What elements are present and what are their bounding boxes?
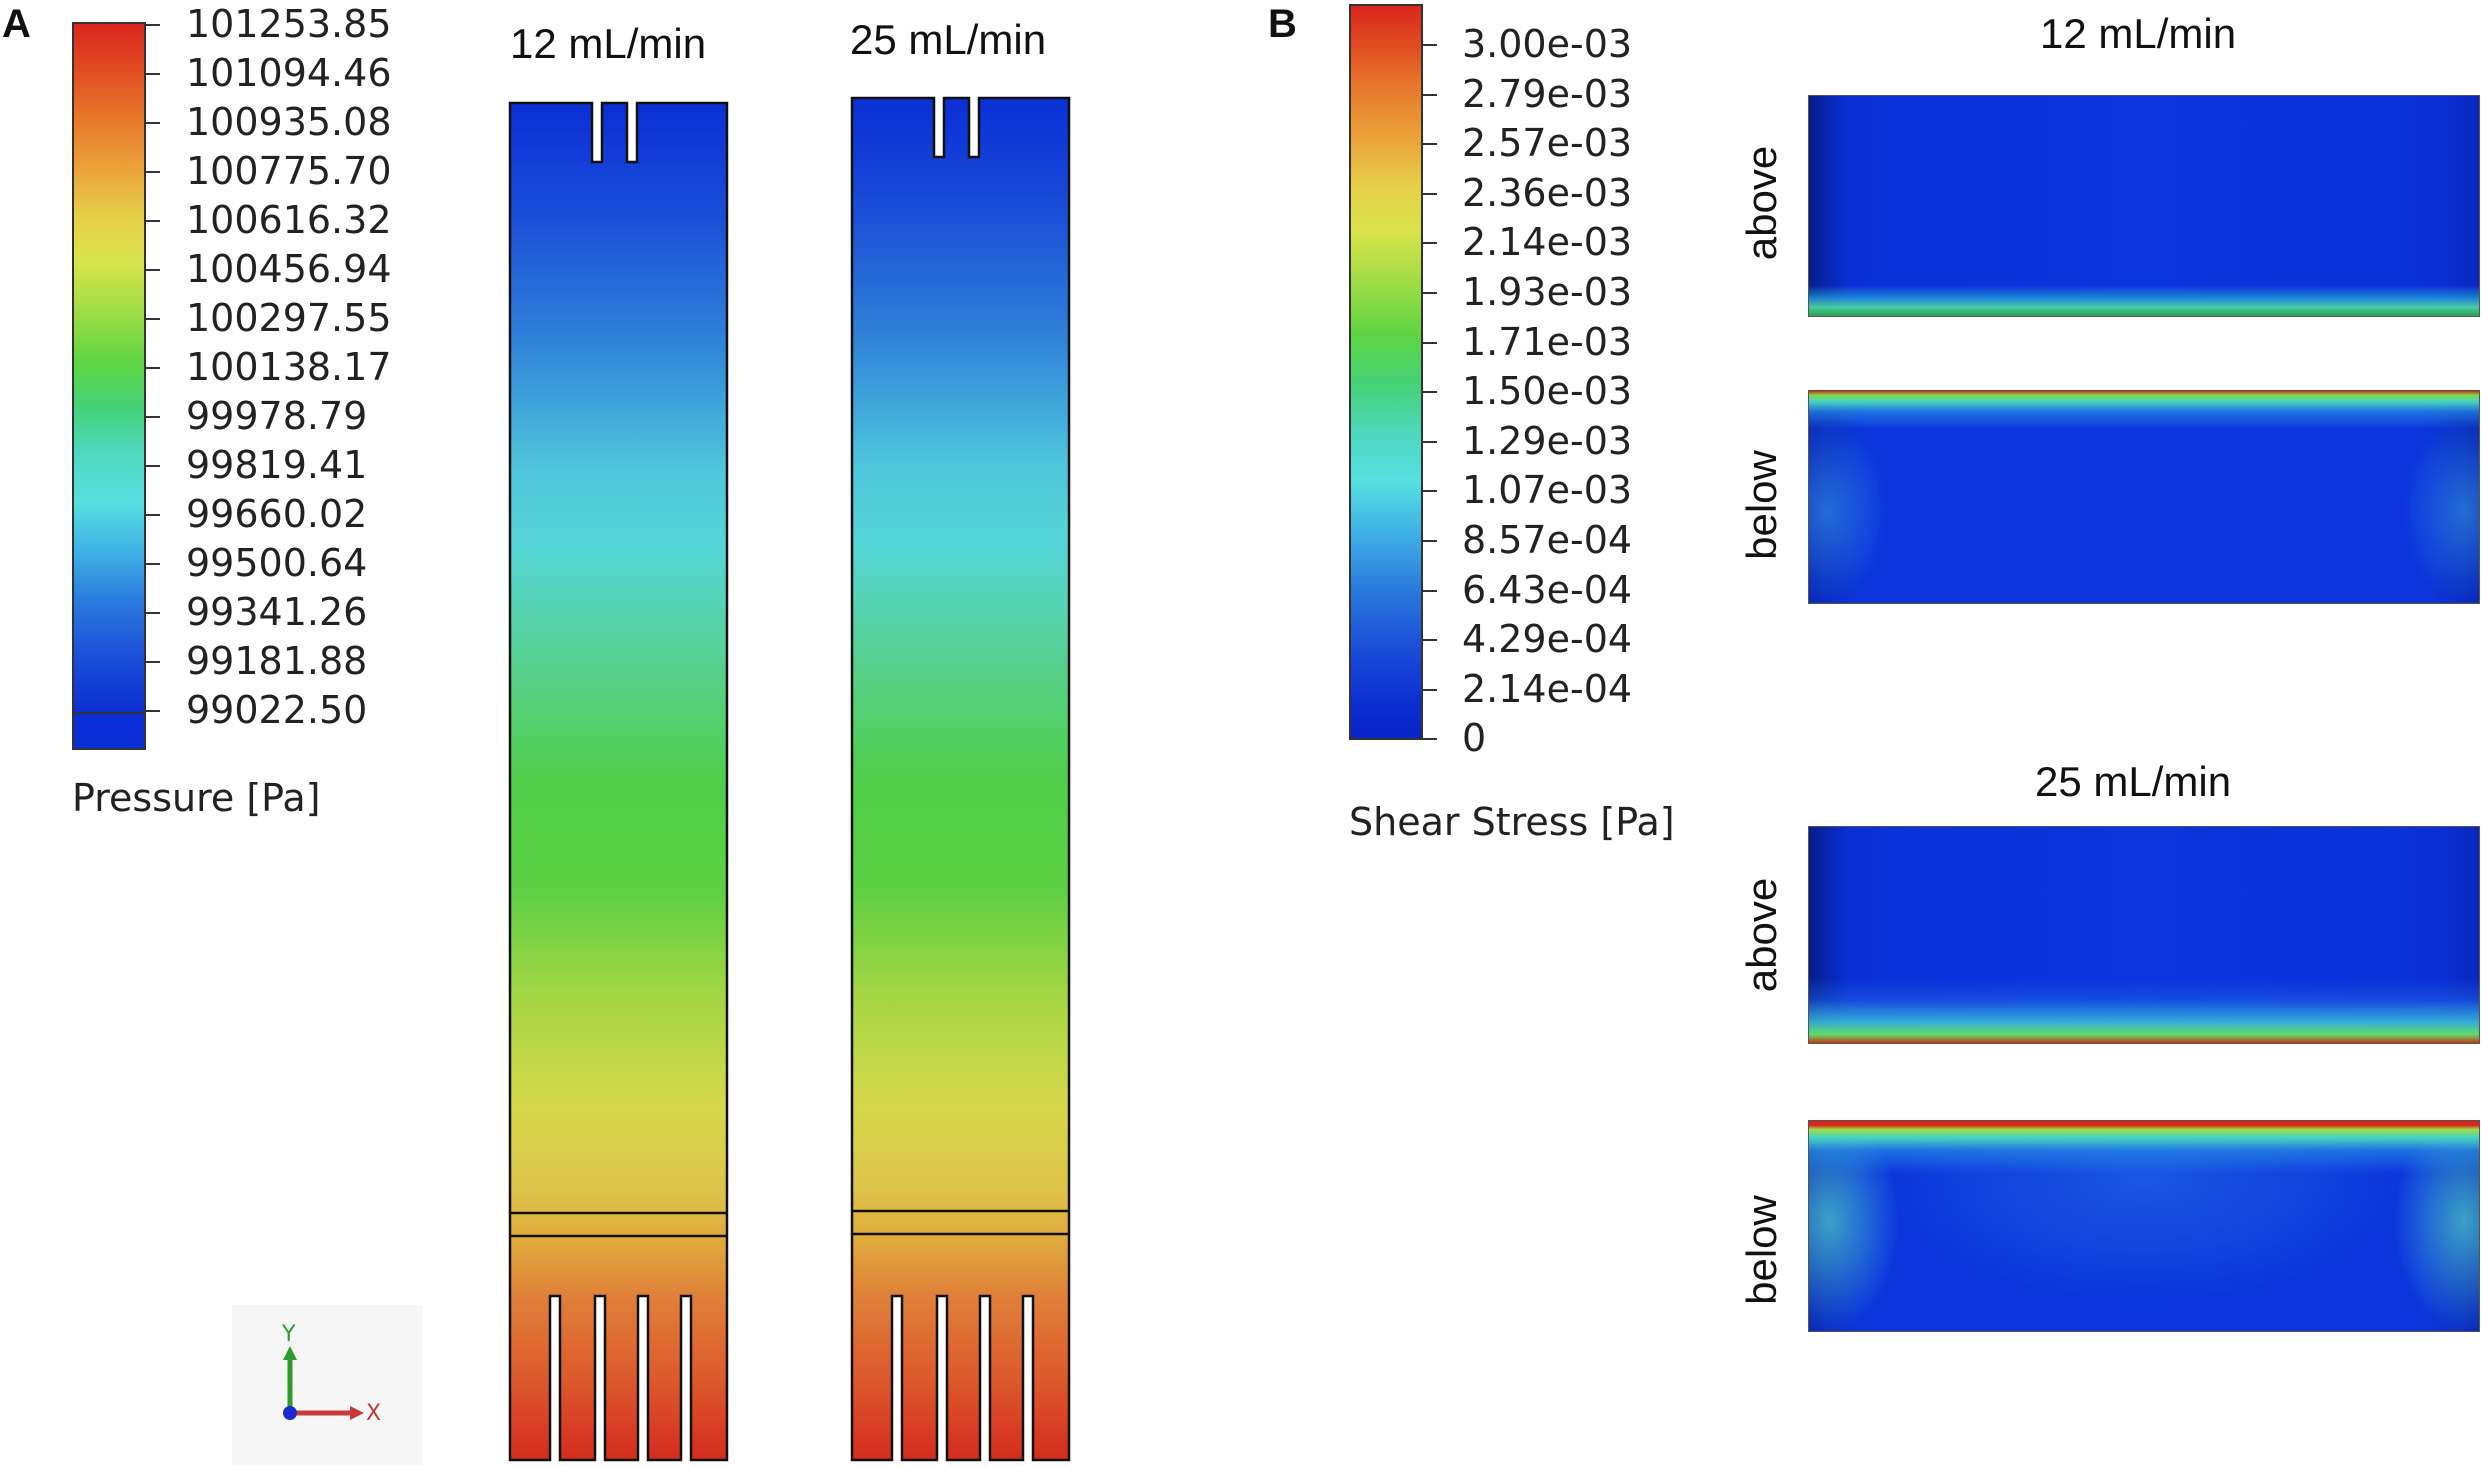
pressure-label: 100138.17	[186, 345, 392, 389]
pressure-label: 101094.46	[186, 51, 392, 95]
pressure-label: 99341.26	[186, 590, 368, 634]
pressure-label: 99022.50	[186, 688, 368, 732]
pressure-tick	[146, 171, 160, 173]
pressure-tick	[146, 612, 160, 614]
pressure-channel-12	[508, 101, 729, 1462]
pressure-tick	[146, 563, 160, 565]
shear-tick	[1423, 490, 1437, 493]
shear-tick	[1423, 540, 1437, 542]
pressure-tick	[146, 24, 160, 26]
shear-tick	[1423, 391, 1437, 394]
shear-label: 1.93e-03	[1462, 270, 1633, 314]
shear-tick	[1423, 688, 1437, 691]
shear-panel-25-below	[1808, 1120, 2480, 1332]
pressure-tick	[146, 416, 160, 418]
shear-colorbar	[1349, 4, 1423, 740]
shear-tick	[1423, 341, 1437, 344]
shear-label: 1.71e-03	[1462, 319, 1633, 364]
axis-x-label: X	[366, 1401, 382, 1426]
shear-tick	[1423, 44, 1437, 46]
pressure-label: 101253.85	[186, 2, 392, 46]
label-above-12: above	[1738, 145, 1785, 261]
shear-panel-12-below	[1808, 390, 2480, 604]
pressure-tick	[146, 318, 160, 320]
shear-label: 2.79e-03	[1462, 71, 1633, 116]
pressure-tick	[146, 710, 160, 712]
pressure-label: 99500.64	[186, 541, 368, 585]
group-title-25: 25 mL/min	[2035, 758, 2232, 805]
pressure-label: 100616.32	[186, 198, 392, 242]
panel-a-letter: A	[2, 2, 31, 46]
shear-label: 1.29e-03	[1462, 418, 1633, 463]
shear-label: 2.14e-03	[1462, 220, 1633, 265]
pressure-label: 99978.79	[186, 394, 368, 438]
shear-label: 1.50e-03	[1462, 369, 1633, 414]
shear-tick	[1423, 143, 1437, 146]
group-title-12: 12 mL/min	[2040, 10, 2237, 57]
shear-legend-title: Shear Stress [Pa]	[1349, 800, 1675, 844]
shear-tick	[1423, 589, 1437, 592]
pressure-label: 100456.94	[186, 247, 392, 291]
pressure-tick	[146, 220, 160, 222]
shear-tick	[1423, 93, 1437, 96]
shear-tick	[1423, 192, 1437, 195]
axis-triad	[232, 1305, 422, 1465]
shear-tick	[1423, 242, 1437, 245]
shear-label: 2.57e-03	[1462, 121, 1633, 166]
shear-panel-12-above	[1808, 95, 2480, 317]
pressure-label: 99660.02	[186, 492, 368, 536]
shear-label: 2.14e-04	[1462, 666, 1633, 711]
column-title-25: 25 mL/min	[850, 16, 1047, 63]
axis-y-label: Y	[282, 1322, 296, 1347]
pressure-label: 100935.08	[186, 100, 392, 144]
shear-label: 4.29e-04	[1462, 617, 1633, 662]
shear-label: 2.36e-03	[1462, 170, 1633, 215]
shear-tick	[1423, 639, 1437, 642]
pressure-label: 100297.55	[186, 296, 392, 340]
shear-label: 1.07e-03	[1462, 468, 1633, 513]
label-below-25: below	[1738, 1195, 1785, 1305]
pressure-tick	[146, 514, 160, 516]
pressure-label: 99181.88	[186, 639, 368, 683]
pressure-tick	[146, 661, 160, 663]
pressure-tick	[146, 465, 160, 467]
pressure-colorbar-cap	[72, 712, 146, 750]
label-above-25: above	[1738, 877, 1785, 993]
shear-tick	[1423, 440, 1437, 443]
pressure-tick	[146, 269, 160, 271]
pressure-legend-title: Pressure [Pa]	[72, 776, 321, 820]
shear-tick	[1423, 292, 1437, 294]
pressure-tick	[146, 73, 160, 75]
pressure-tick	[146, 122, 160, 124]
panel-b-letter: B	[1268, 2, 1297, 46]
pressure-tick	[146, 367, 160, 369]
column-title-12: 12 mL/min	[510, 20, 707, 67]
shear-panel-25-above	[1808, 826, 2480, 1044]
pressure-colorbar	[72, 22, 146, 750]
pressure-label: 100775.70	[186, 149, 392, 193]
shear-tick	[1423, 738, 1437, 741]
pressure-label: 99819.41	[186, 443, 368, 487]
label-below-12: below	[1738, 450, 1785, 560]
pressure-channel-25	[850, 96, 1071, 1462]
shear-label: 3.00e-03	[1462, 22, 1633, 66]
shear-label: 8.57e-04	[1462, 518, 1633, 562]
shear-label: 6.43e-04	[1462, 567, 1633, 612]
shear-label: 0	[1462, 716, 1487, 761]
